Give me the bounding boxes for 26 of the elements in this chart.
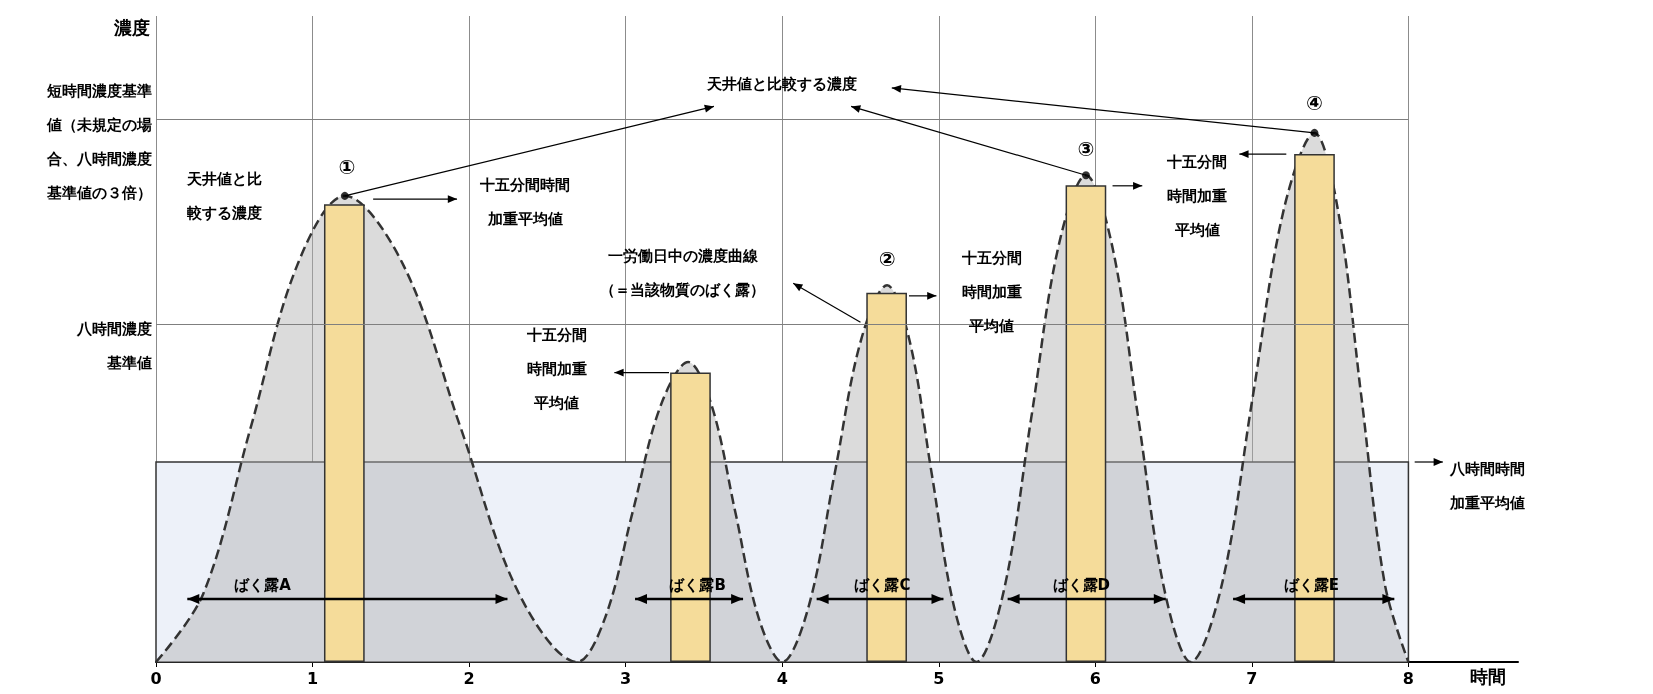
annotation: 十五分間時間加重平均値 bbox=[525, 326, 587, 413]
text: 濃度 bbox=[112, 16, 150, 38]
annotation: 十五分間時間加重平均値 bbox=[479, 175, 571, 228]
annotation: 十五分間時間加重平均値 bbox=[960, 248, 1022, 335]
x-tick-label: 5 bbox=[933, 668, 945, 688]
x-tick-label: 6 bbox=[1089, 668, 1101, 688]
x-tick-label: 7 bbox=[1246, 668, 1258, 688]
text: 天井値と比較する濃度 bbox=[706, 74, 858, 93]
text: ④ bbox=[1306, 91, 1323, 116]
annotation: ② bbox=[878, 247, 896, 272]
x-axis-title: 時間 bbox=[1470, 665, 1506, 687]
annotation: ① bbox=[338, 155, 356, 180]
ref-line-label: 八時間濃度基準値 bbox=[76, 320, 152, 373]
annotation: ばく露A bbox=[234, 576, 292, 595]
annotation: 一労働日中の濃度曲線（＝当該物質のばく露） bbox=[600, 246, 766, 299]
x-tick-label: 2 bbox=[463, 668, 475, 688]
x-tick-label: 4 bbox=[776, 668, 788, 688]
annotation: 天井値と比較する濃度 bbox=[185, 169, 262, 222]
band-label: 八時間時間加重平均値 bbox=[1449, 460, 1526, 512]
annotation: ③ bbox=[1077, 136, 1095, 161]
annotation: 十五分間時間加重平均値 bbox=[1166, 153, 1228, 240]
x-tick-label: 8 bbox=[1402, 668, 1414, 688]
x-tick-label: 1 bbox=[306, 668, 319, 688]
x-tick-label: 0 bbox=[150, 668, 162, 688]
x-tick-label: 3 bbox=[620, 668, 632, 688]
ref-line-label: 短時間濃度基準値（未規定の場合、八時間濃度基準値の３倍） bbox=[46, 82, 152, 203]
